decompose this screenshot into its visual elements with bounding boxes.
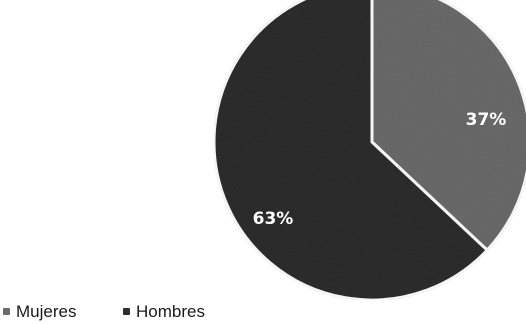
legend-swatch-mujeres [3,308,10,315]
pie-slice-label-mujeres: 37% [466,110,507,130]
legend-label-mujeres: Mujeres [16,302,76,321]
legend-label-hombres: Hombres [136,302,205,321]
legend-item-mujeres: Mujeres [3,302,76,321]
pie-slice-hombres [212,0,490,302]
pie-slice-label-hombres: 63% [253,209,294,229]
legend: Mujeres Hombres [3,302,205,321]
pie-slice-mujeres [370,0,526,253]
pie-slices [212,0,526,302]
pie-slice-labels: 37% 63% [253,110,507,229]
legend-swatch-hombres [123,308,130,315]
legend-item-hombres: Hombres [123,302,205,321]
